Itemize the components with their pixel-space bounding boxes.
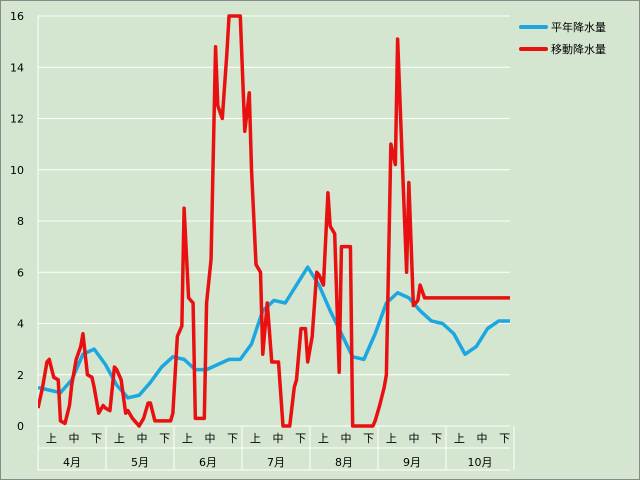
- y-tick-label: 2: [17, 369, 24, 382]
- x-tick-period: 上: [318, 432, 329, 445]
- y-tick-label: 8: [17, 215, 24, 228]
- x-axis: 上中下4月上中下5月上中下6月上中下7月上中下8月上中下9月上中下10月: [37, 425, 515, 471]
- series-line-moving: [38, 14, 510, 428]
- series-line-normal: [38, 265, 510, 400]
- x-tick-period: 上: [454, 432, 465, 445]
- y-tick-label: 16: [10, 10, 24, 23]
- x-tick-period: 下: [91, 432, 102, 445]
- legend-label: 平年降水量: [551, 20, 606, 34]
- x-tick-period: 中: [341, 432, 352, 445]
- x-tick-period: 中: [477, 432, 488, 445]
- x-tick-month: 5月: [131, 456, 149, 469]
- x-tick-month: 6月: [199, 456, 217, 469]
- y-tick-label: 6: [17, 266, 24, 279]
- x-tick-period: 中: [409, 432, 420, 445]
- x-tick-period: 上: [250, 432, 261, 445]
- y-tick-label: 0: [17, 420, 24, 433]
- grid-lines: [37, 15, 510, 427]
- x-tick-period: 下: [295, 432, 306, 445]
- x-tick-period: 下: [431, 432, 442, 445]
- x-tick-period: 下: [159, 432, 170, 445]
- x-tick-period: 中: [137, 432, 148, 445]
- y-axis-ticks: 0 2 4 6 8 10 12 14 16: [10, 10, 24, 433]
- legend-label: 移動降水量: [551, 42, 606, 56]
- y-tick-label: 4: [17, 318, 24, 331]
- x-tick-period: 上: [46, 432, 57, 445]
- x-tick-period: 上: [114, 432, 125, 445]
- x-tick-month: 9月: [403, 456, 421, 469]
- x-tick-month: 4月: [63, 456, 81, 469]
- y-tick-label: 12: [10, 113, 24, 126]
- y-tick-label: 14: [10, 61, 24, 74]
- x-tick-month: 7月: [267, 456, 285, 469]
- x-tick-period: 上: [386, 432, 397, 445]
- x-tick-period: 中: [69, 432, 80, 445]
- x-tick-period: 上: [182, 432, 193, 445]
- x-tick-period: 中: [273, 432, 284, 445]
- x-tick-month: 10月: [468, 456, 493, 469]
- x-tick-month: 8月: [335, 456, 353, 469]
- x-tick-period: 下: [499, 432, 510, 445]
- y-tick-label: 10: [10, 164, 24, 177]
- x-tick-period: 下: [227, 432, 238, 445]
- x-tick-period: 中: [205, 432, 216, 445]
- x-tick-period: 下: [363, 432, 374, 445]
- series-lines: [38, 14, 510, 428]
